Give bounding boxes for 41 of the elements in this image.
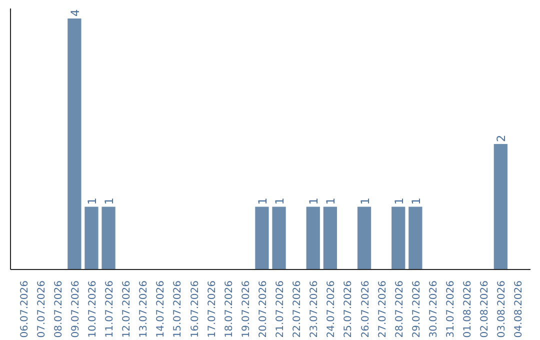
data-label: 1 <box>306 198 321 205</box>
x-tick-label: 09.07.2026 <box>70 280 82 338</box>
x-tick-label: 12.07.2026 <box>122 280 133 338</box>
x-tick-label: 16.07.2026 <box>190 280 201 338</box>
x-tick-label: 31.07.2026 <box>446 280 457 338</box>
x-tick-label: 28.07.2026 <box>394 280 406 338</box>
data-label: 1 <box>392 198 406 205</box>
x-tick-label: 23.07.2026 <box>309 280 320 338</box>
x-tick-label: 18.07.2026 <box>224 280 235 338</box>
x-tick-label: 21.07.2026 <box>275 280 286 338</box>
x-tick-label: 14.07.2026 <box>156 280 167 338</box>
x-tick-label: 27.07.2026 <box>377 280 388 338</box>
x-tick-label: 17.07.2026 <box>206 280 218 338</box>
x-tick-label: 13.07.2026 <box>138 280 150 338</box>
data-label: 1 <box>255 198 270 205</box>
x-tick-label: 24.07.2026 <box>326 280 338 338</box>
x-tick-label: 11.07.2026 <box>104 280 116 338</box>
x-tick-label: 20.07.2026 <box>258 280 269 338</box>
x-tick-label: 22.07.2026 <box>292 280 304 338</box>
data-label: 1 <box>324 198 338 205</box>
data-label: 1 <box>102 198 116 205</box>
x-tick-label: 10.07.2026 <box>87 280 98 338</box>
x-tick-label: 19.07.2026 <box>240 280 252 338</box>
data-label: 1 <box>408 198 423 205</box>
x-tick-label: 08.07.2026 <box>53 280 64 338</box>
x-tick-label: 15.07.2026 <box>172 280 184 338</box>
data-label: 2 <box>494 134 508 142</box>
data-label: 1 <box>84 198 99 205</box>
x-tick-label: 06.07.2026 <box>19 280 30 338</box>
x-tick-label: 30.07.2026 <box>428 280 440 338</box>
data-label: 4 <box>68 9 82 17</box>
x-tick-label: 29.07.2026 <box>411 280 422 338</box>
x-tick-label: 25.07.2026 <box>343 280 354 338</box>
x-tick-label: 26.07.2026 <box>360 280 372 338</box>
x-tick-label: 04.08.2026 <box>514 280 525 338</box>
x-tick-label: 07.07.2026 <box>36 280 48 338</box>
x-tick-label: 01.08.2026 <box>462 280 474 338</box>
data-label: 1 <box>272 198 287 205</box>
x-tick-label: 03.08.2026 <box>496 280 508 338</box>
data-label: 1 <box>358 198 372 205</box>
x-tick-label: 02.08.2026 <box>480 280 491 338</box>
